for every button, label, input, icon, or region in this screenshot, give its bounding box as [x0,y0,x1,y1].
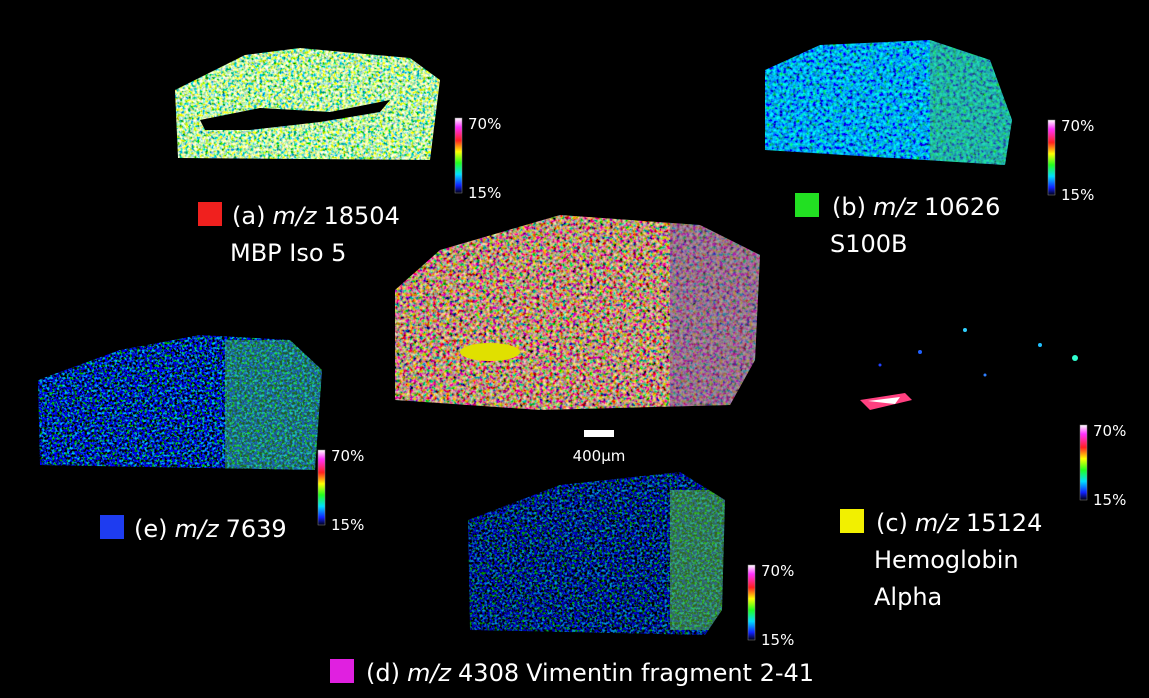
panel-id: (e) [134,515,168,543]
legend-swatch [330,659,354,683]
mz: m/z [915,509,960,537]
colorbar [455,118,462,193]
legend-swatch [100,515,124,539]
legend-swatch [198,202,222,226]
colorbar [1080,425,1087,500]
tissue-a [170,40,450,170]
compound-name: Hemoglobin [874,546,1019,574]
mz: m/z [272,202,317,230]
panel-id: (d) [366,659,400,687]
legend-swatch [795,193,819,217]
mass: 10626 [924,193,1000,221]
scale-bar-label: 400µm [573,447,626,465]
colorbar-max: 70% [1061,117,1094,135]
colorbar-min: 15% [761,631,794,649]
compound-name: Vimentin fragment 2-41 [526,659,814,687]
colorbar-min: 15% [1093,491,1126,509]
mz: m/z [873,193,918,221]
mz: m/z [175,515,220,543]
colorbar-max: 70% [1093,422,1126,440]
colorbar-min: 15% [331,516,364,534]
colorbar-min: 15% [1061,186,1094,204]
colorbar [318,450,325,525]
panel-id: (c) [876,509,908,537]
tissue-c [860,328,1078,410]
tissue-e [30,330,330,475]
figure: 400µm (a)m/z18504MBP Iso 570%15%(b)m/z10… [0,0,1149,698]
scale-bar [584,430,614,437]
panel-id: (b) [832,193,866,221]
panel-id: (a) [232,202,265,230]
compound-name: S100B [830,230,908,258]
colorbar [748,565,755,640]
colorbar [1048,120,1055,195]
mass: 4308 [458,659,519,687]
mass: 15124 [966,509,1042,537]
mass: 18504 [324,202,400,230]
compound-name: MBP Iso 5 [230,239,346,267]
tissue-b [760,35,1020,170]
colorbar-max: 70% [468,115,501,133]
colorbar-max: 70% [331,447,364,465]
colorbar-min: 15% [468,184,501,202]
mz: m/z [407,659,452,687]
tissue-d [460,468,730,638]
colorbar-max: 70% [761,562,794,580]
mass: 7639 [226,515,287,543]
tissue-composite [390,210,770,415]
compound-name: Alpha [874,583,942,611]
legend-swatch [840,509,864,533]
